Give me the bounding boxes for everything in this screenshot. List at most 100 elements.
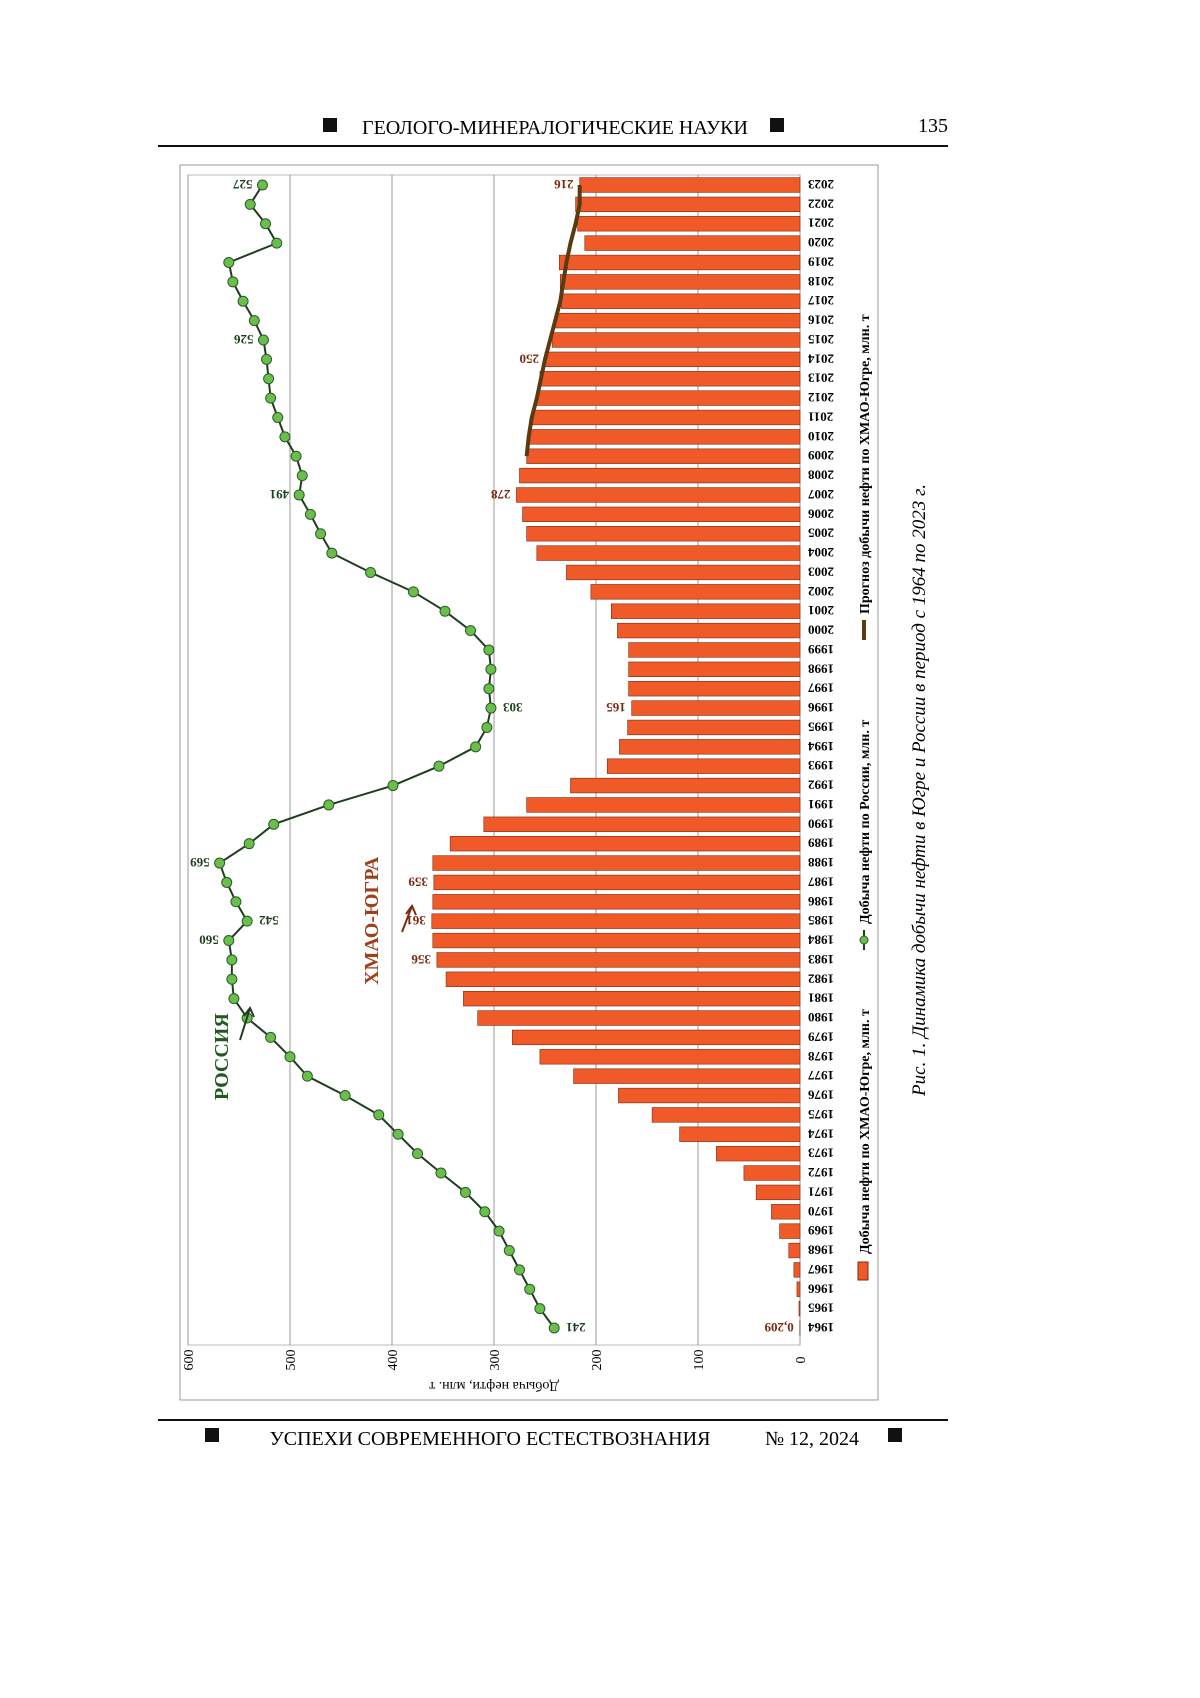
bar — [522, 506, 801, 523]
y-tick-label: 300 — [488, 1350, 503, 1371]
x-tick-label: 1978 — [808, 1049, 835, 1064]
bar — [577, 216, 801, 232]
bar — [539, 1049, 801, 1065]
x-tick-label: 1983 — [808, 952, 835, 967]
x-tick-label: 1964 — [808, 1320, 835, 1335]
x-tick-label: 1999 — [808, 642, 835, 657]
x-tick-label: 1982 — [808, 971, 834, 986]
x-tick-label: 1994 — [808, 739, 835, 754]
marker — [265, 1031, 277, 1043]
data-label: 361 — [406, 913, 426, 928]
chart: 0 100 200 300 400 500 600 Добыча нефти, млн. т 1… — [182, 174, 873, 1393]
x-tick-label: 1979 — [808, 1029, 835, 1044]
x-tick-label: 1980 — [808, 1010, 834, 1025]
bar — [433, 874, 801, 891]
y-tick-label: 200 — [590, 1350, 605, 1371]
bar — [627, 719, 801, 736]
x-tick-label: 1992 — [808, 778, 834, 793]
marker — [365, 566, 377, 578]
x-tick-label: 2017 — [808, 293, 835, 308]
bar — [519, 467, 801, 484]
marker — [459, 1186, 471, 1198]
marker — [534, 1303, 546, 1315]
x-tick-label: 1991 — [808, 797, 834, 812]
marker — [290, 450, 302, 462]
x-tick-label: 1971 — [808, 1184, 834, 1199]
marker — [481, 721, 493, 733]
marker — [268, 818, 280, 830]
x-tick-label: 1988 — [808, 855, 835, 870]
marker — [339, 1090, 351, 1102]
bar — [788, 1242, 801, 1259]
marker — [293, 489, 305, 501]
bar — [679, 1126, 801, 1142]
marker — [503, 1245, 515, 1257]
x-tick-label: 1972 — [808, 1165, 834, 1180]
header-title: ГЕОЛОГО-МИНЕРАЛОГИЧЕСКИЕ НАУКИ — [362, 117, 748, 139]
x-tick-label: 2010 — [808, 429, 834, 444]
bar — [617, 622, 801, 639]
x-tick-label: 2007 — [808, 487, 835, 502]
marker — [392, 1128, 404, 1140]
bar — [771, 1204, 801, 1220]
x-tick-label: 1976 — [808, 1088, 835, 1103]
bar — [793, 1262, 801, 1278]
x-tick-label: 1998 — [808, 661, 835, 676]
data-label: 527 — [232, 177, 252, 192]
x-tick-label: 1985 — [808, 913, 835, 928]
bar — [526, 797, 801, 813]
x-tick-label: 1968 — [808, 1243, 835, 1258]
marker — [483, 683, 495, 695]
bar — [532, 409, 801, 426]
marker — [373, 1109, 385, 1121]
marker — [223, 256, 235, 268]
footer-issue: № 12, 2024 — [765, 1428, 859, 1450]
data-label: 569 — [190, 855, 210, 870]
marker — [323, 799, 335, 811]
marker — [284, 1051, 296, 1063]
marker — [223, 935, 235, 947]
x-tick-label: 2009 — [808, 448, 835, 463]
x-tick-label: 2022 — [808, 196, 834, 211]
bar — [536, 390, 801, 406]
data-label: 491 — [270, 487, 290, 502]
bar — [559, 274, 801, 290]
marker — [228, 993, 240, 1005]
data-label: 216 — [554, 177, 574, 192]
y-tick-label: 100 — [692, 1350, 707, 1371]
bar — [558, 254, 801, 271]
annotation: ХМАО-ЮГРА — [361, 856, 383, 985]
x-tick-label: 1997 — [808, 681, 835, 696]
marker — [214, 857, 226, 869]
square — [205, 1428, 219, 1442]
line — [524, 185, 582, 457]
x-tick-label: 2011 — [808, 409, 833, 424]
y-tick-label: 400 — [386, 1350, 401, 1371]
x-tick-label: 2020 — [808, 235, 834, 250]
marker — [485, 663, 497, 675]
data-label: 0,209 — [764, 1320, 794, 1335]
marker — [221, 876, 233, 888]
data-label: 542 — [259, 913, 279, 928]
bar — [526, 448, 801, 464]
x-tick-label: 2008 — [808, 468, 835, 483]
x-tick-label: 2019 — [808, 254, 835, 269]
data-label: 165 — [606, 700, 626, 715]
marker — [244, 198, 256, 210]
bar — [566, 564, 801, 581]
x-tick-label: 2004 — [808, 545, 835, 560]
marker — [483, 644, 495, 656]
marker — [279, 431, 291, 443]
x-tick-label: 1969 — [808, 1223, 835, 1238]
marker — [248, 315, 260, 327]
x-tick-label: 1970 — [808, 1204, 834, 1219]
legend-label: Прогноз добычи нефти по ХМАО-Югре, млн. … — [858, 314, 873, 614]
bar — [477, 1010, 801, 1026]
marker — [315, 528, 327, 540]
bar — [529, 429, 801, 445]
marker — [230, 896, 242, 908]
marker — [301, 1070, 313, 1082]
x-tick-label: 1987 — [808, 874, 835, 889]
marker — [256, 179, 268, 191]
x-tick-label: 1986 — [808, 894, 835, 909]
